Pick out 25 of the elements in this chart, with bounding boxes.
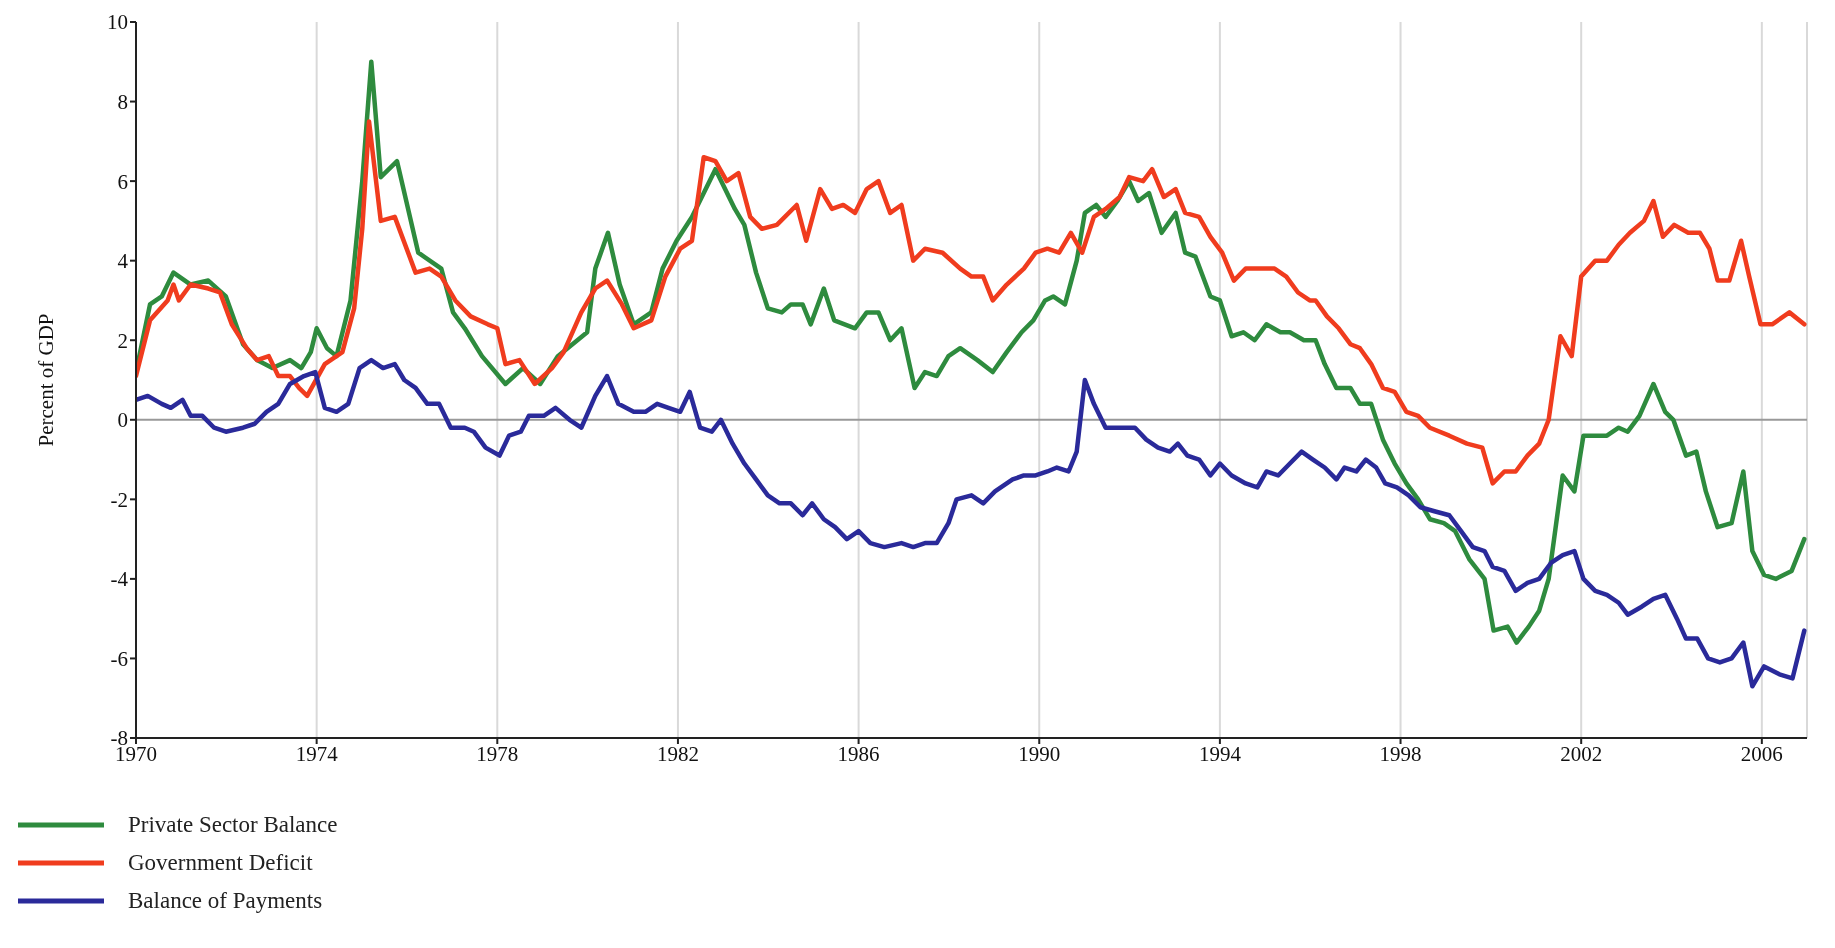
legend-label: Private Sector Balance: [128, 811, 338, 839]
x-tick-label: 2002: [1560, 741, 1603, 766]
x-tick-label: 1986: [837, 741, 880, 766]
legend-label: Balance of Payments: [128, 887, 323, 915]
y-tick-label: 6: [117, 169, 128, 194]
y-tick-label: -4: [110, 567, 129, 592]
x-tick-label: 2006: [1740, 741, 1783, 766]
line-series: [136, 119, 1807, 486]
y-tick-label: 2: [117, 328, 128, 353]
y-tick-label: -2: [110, 487, 128, 512]
x-tick-label: 1974: [295, 741, 339, 766]
legend-label: Government Deficit: [128, 849, 313, 877]
line-series: [136, 357, 1807, 689]
x-tick-label: 1998: [1379, 741, 1422, 766]
x-tick-label: 1982: [656, 741, 699, 766]
line-series: [136, 59, 1807, 645]
y-tick-label: 8: [117, 90, 128, 115]
x-tick-label: 1978: [476, 741, 519, 766]
y-tick-label: 10: [107, 10, 128, 35]
x-tick-label: 1994: [1198, 741, 1242, 766]
y-axis-title: Percent of GDP: [34, 313, 59, 447]
y-tick-label: 4: [117, 249, 129, 274]
x-tick-label: 1990: [1018, 741, 1061, 766]
y-tick-label: 0: [117, 408, 128, 433]
y-tick-label: -6: [110, 646, 128, 671]
